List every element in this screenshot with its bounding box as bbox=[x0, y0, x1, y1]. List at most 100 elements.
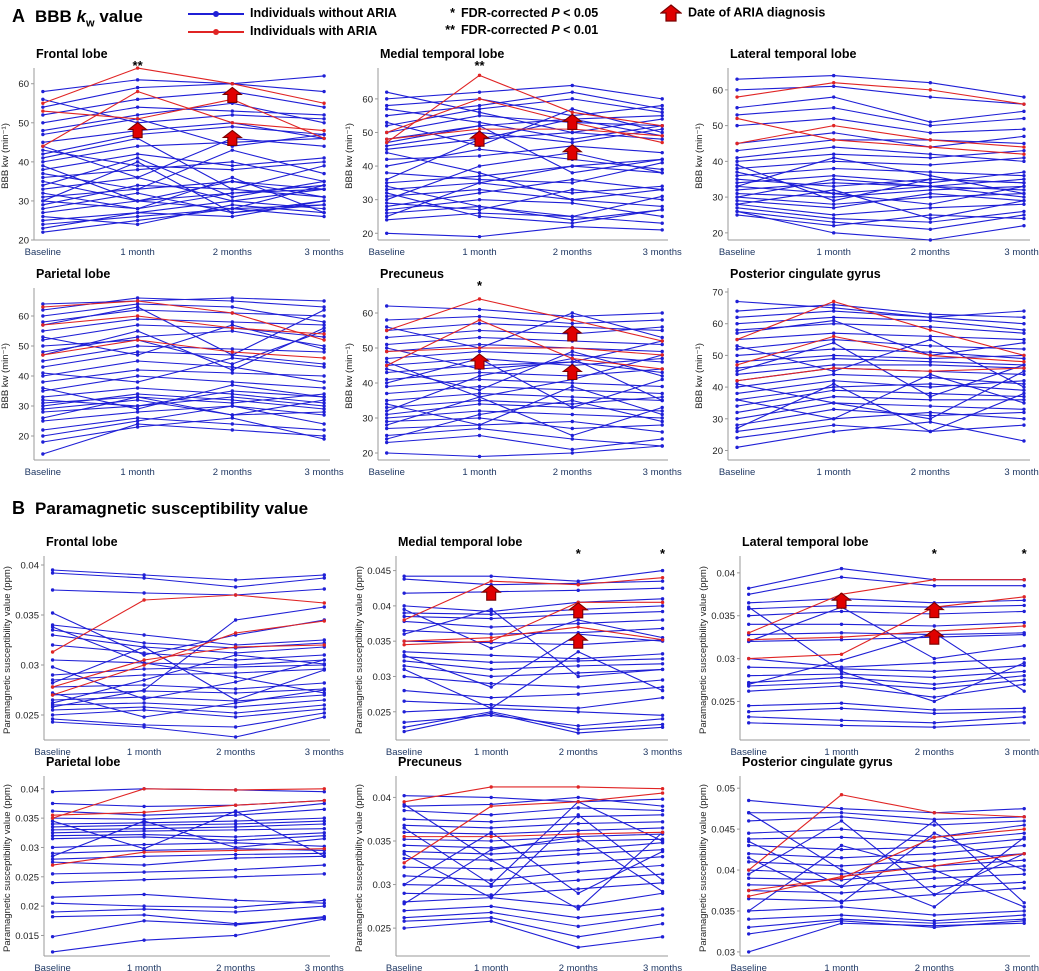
series-with-aria-point bbox=[832, 138, 836, 142]
series-without-aria-point bbox=[1022, 620, 1026, 625]
series-without-aria-line bbox=[737, 192, 1025, 209]
series-without-aria-point bbox=[322, 380, 326, 384]
series-without-aria-point bbox=[135, 422, 140, 426]
series-without-aria-point bbox=[932, 831, 936, 835]
series-without-aria-point bbox=[230, 296, 235, 300]
series-without-aria-point bbox=[402, 865, 406, 869]
panel-12: Posterior cingulate gyrus0.030.0350.040.… bbox=[698, 755, 1039, 971]
series-without-aria-line bbox=[52, 572, 325, 588]
series-without-aria-point bbox=[385, 391, 389, 396]
series-without-aria-point bbox=[233, 687, 238, 691]
legend-without-aria-label: Individuals without ARIA bbox=[250, 6, 397, 20]
series-without-aria-line bbox=[386, 212, 663, 224]
series-without-aria-point bbox=[928, 227, 933, 231]
series-with-aria-point bbox=[135, 299, 140, 303]
series-without-aria-point bbox=[322, 374, 326, 378]
series-without-aria-point bbox=[385, 164, 389, 168]
series-without-aria-point bbox=[660, 335, 664, 340]
series-without-aria-point bbox=[50, 822, 55, 826]
y-tick-label: 0.025 bbox=[367, 707, 391, 718]
series-without-aria-point bbox=[322, 834, 326, 838]
legend-with-aria-label: Individuals with ARIA bbox=[250, 24, 378, 38]
series-without-aria-line bbox=[404, 807, 663, 816]
x-tick-label: Baseline bbox=[34, 963, 70, 971]
series-without-aria-line bbox=[404, 873, 663, 887]
series-without-aria-point bbox=[322, 335, 326, 339]
series-without-aria-point bbox=[135, 222, 140, 227]
significance-marker: ** bbox=[474, 58, 485, 73]
series-without-aria-point bbox=[1022, 417, 1026, 421]
series-without-aria-point bbox=[489, 852, 493, 856]
series-without-aria-point bbox=[839, 815, 844, 819]
series-without-aria-point bbox=[385, 419, 389, 424]
series-without-aria-point bbox=[135, 160, 140, 164]
series-without-aria-point bbox=[41, 121, 45, 125]
series-without-aria-point bbox=[50, 857, 55, 861]
series-without-aria-point bbox=[322, 688, 326, 692]
y-axis-label: BBB kw (min⁻¹) bbox=[0, 343, 11, 409]
series-without-aria-line bbox=[52, 873, 325, 884]
series-without-aria-point bbox=[832, 309, 836, 313]
series-without-aria-point bbox=[570, 224, 574, 229]
series-without-aria-point bbox=[50, 665, 55, 669]
series-without-aria-point bbox=[747, 614, 751, 618]
legend-fdr-005: * FDR-corrected P < 0.05 bbox=[437, 6, 598, 20]
series-without-aria-point bbox=[230, 210, 235, 215]
series-without-aria-point bbox=[735, 148, 739, 153]
series-without-aria-point bbox=[233, 665, 238, 669]
series-without-aria-point bbox=[747, 917, 751, 921]
series-without-aria-point bbox=[660, 117, 664, 121]
series-without-aria-point bbox=[1022, 341, 1026, 345]
x-tick-label: Baseline bbox=[719, 247, 755, 258]
series-without-aria-point bbox=[570, 187, 574, 192]
series-without-aria-point bbox=[747, 831, 751, 835]
series-with-aria-point bbox=[233, 803, 238, 807]
series-without-aria-point bbox=[402, 628, 406, 633]
series-without-aria-point bbox=[1022, 209, 1026, 214]
series-without-aria-line bbox=[42, 423, 325, 455]
series-without-aria-point bbox=[932, 682, 936, 686]
series-without-aria-point bbox=[477, 342, 482, 347]
series-without-aria-line bbox=[386, 378, 663, 388]
series-without-aria-point bbox=[832, 84, 836, 88]
series-without-aria-point bbox=[41, 175, 45, 180]
series-without-aria-point bbox=[477, 234, 482, 239]
series-without-aria-point bbox=[135, 85, 140, 90]
series-without-aria-point bbox=[489, 616, 493, 621]
series-without-aria-point bbox=[735, 198, 739, 203]
series-without-aria-line bbox=[404, 651, 663, 660]
series-without-aria-point bbox=[322, 121, 326, 125]
series-without-aria-point bbox=[135, 105, 140, 109]
series-without-aria-line bbox=[42, 137, 325, 179]
series-without-aria-point bbox=[1022, 321, 1026, 326]
series-without-aria-line bbox=[42, 90, 325, 116]
series-without-aria-point bbox=[489, 574, 493, 578]
series-without-aria-point bbox=[747, 798, 751, 803]
series-without-aria-point bbox=[832, 206, 836, 210]
series-without-aria-line bbox=[748, 679, 1025, 690]
series-without-aria-point bbox=[1022, 184, 1026, 189]
series-without-aria-line bbox=[736, 164, 1024, 202]
series-without-aria-point bbox=[839, 575, 844, 579]
series-without-aria-point bbox=[576, 724, 580, 728]
section-a-k: k bbox=[76, 7, 87, 26]
legend-with-aria: Individuals with ARIA bbox=[188, 22, 397, 40]
series-without-aria-line bbox=[748, 832, 1025, 842]
series-without-aria-point bbox=[233, 910, 238, 914]
series-without-aria-point bbox=[41, 160, 45, 164]
series-without-aria-line bbox=[386, 417, 663, 430]
series-without-aria-point bbox=[489, 839, 493, 843]
series-without-aria-point bbox=[570, 218, 574, 222]
series-without-aria-point bbox=[839, 884, 844, 889]
series-without-aria-point bbox=[477, 113, 482, 118]
series-without-aria-point bbox=[322, 144, 326, 148]
series-without-aria-point bbox=[322, 362, 326, 366]
series-without-aria-point bbox=[932, 624, 936, 628]
series-without-aria-point bbox=[322, 323, 326, 327]
y-tick-label: 0.015 bbox=[15, 931, 39, 942]
series-without-aria-point bbox=[570, 201, 574, 205]
panel-title: Medial temporal lobe bbox=[380, 47, 504, 61]
series-without-aria-line bbox=[42, 396, 325, 419]
series-without-aria-point bbox=[660, 849, 665, 854]
series-without-aria-point bbox=[402, 823, 406, 828]
